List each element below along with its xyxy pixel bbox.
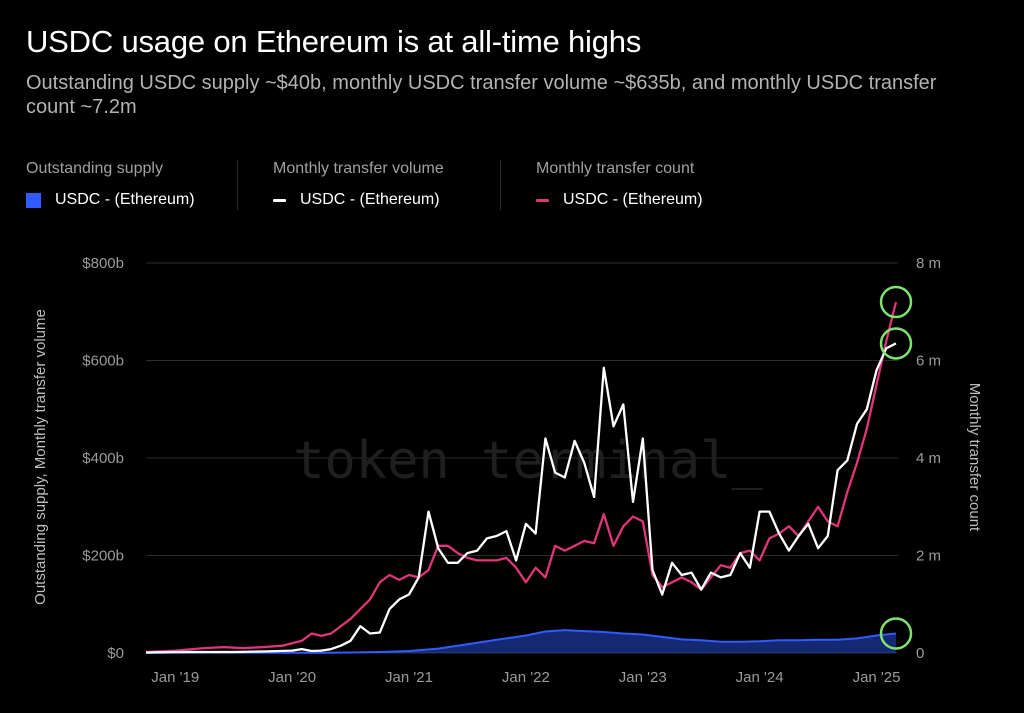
grid-lines xyxy=(146,262,898,654)
legend-heading: Monthly transfer volume xyxy=(273,160,444,177)
highlight-layer xyxy=(879,285,913,650)
supply-line xyxy=(145,629,897,654)
supply-area xyxy=(146,630,896,653)
highlight-circle xyxy=(879,617,913,650)
y-left-tick: $400b xyxy=(82,450,124,467)
legend-swatch-supply xyxy=(26,192,41,208)
highlight-circle xyxy=(879,285,913,319)
legend-heading: Monthly transfer count xyxy=(536,160,695,177)
watermark: token terminal_ xyxy=(293,431,763,491)
x-tick: Jan '24 xyxy=(736,669,784,686)
y-left-tick: $200b xyxy=(82,548,124,565)
x-tick: Jan '19 xyxy=(151,669,199,686)
legend-divider xyxy=(500,160,501,210)
legend-supply: Outstanding supply USDC - (Ethereum) xyxy=(26,160,195,209)
chart-subtitle: Outstanding USDC supply ~$40b, monthly U… xyxy=(26,72,937,118)
legend-label: USDC - (Ethereum) xyxy=(300,191,440,208)
y-right-tick: 0 xyxy=(916,645,924,662)
chart-title: USDC usage on Ethereum is at all-time hi… xyxy=(26,24,642,59)
legend-heading: Outstanding supply xyxy=(26,160,163,177)
y-left-tick: $800b xyxy=(82,255,124,272)
monthly-transfer-count-line xyxy=(145,301,898,654)
x-tick: Jan '25 xyxy=(853,669,901,686)
y-right-tick: 8 m xyxy=(916,255,941,272)
legend-count: Monthly transfer count USDC - (Ethereum) xyxy=(536,160,703,209)
monthly-transfer-volume-line xyxy=(145,342,897,654)
x-tick: Jan '21 xyxy=(385,669,433,686)
y-right-axis-title: Monthly transfer count xyxy=(966,383,983,532)
legend-volume: Monthly transfer volume USDC - (Ethereum… xyxy=(273,160,444,209)
y-left-tick: $0 xyxy=(107,645,124,662)
series-layer xyxy=(145,301,898,654)
y-right-tick: 4 m xyxy=(916,450,941,467)
highlight-circle xyxy=(879,327,913,360)
y-right-tick: 6 m xyxy=(916,353,941,370)
y-right-tick: 2 m xyxy=(916,548,941,565)
y-left-tick: $600b xyxy=(82,353,124,370)
legend-label: USDC - (Ethereum) xyxy=(563,191,703,208)
x-tick: Jan '20 xyxy=(268,669,316,686)
legend-divider xyxy=(237,160,238,210)
legend-label: USDC - (Ethereum) xyxy=(55,191,195,208)
x-tick: Jan '23 xyxy=(619,669,667,686)
legend-swatch-count xyxy=(536,198,549,202)
x-tick: Jan '22 xyxy=(502,669,550,686)
y-left-axis-title: Outstanding supply, Monthly transfer vol… xyxy=(32,309,49,605)
axis-ticks: $0 0 $200b 2 m $400b 4 m $600b 6 m $800b 8 m Jan '… xyxy=(82,255,941,686)
legend-swatch-volume xyxy=(273,198,286,202)
